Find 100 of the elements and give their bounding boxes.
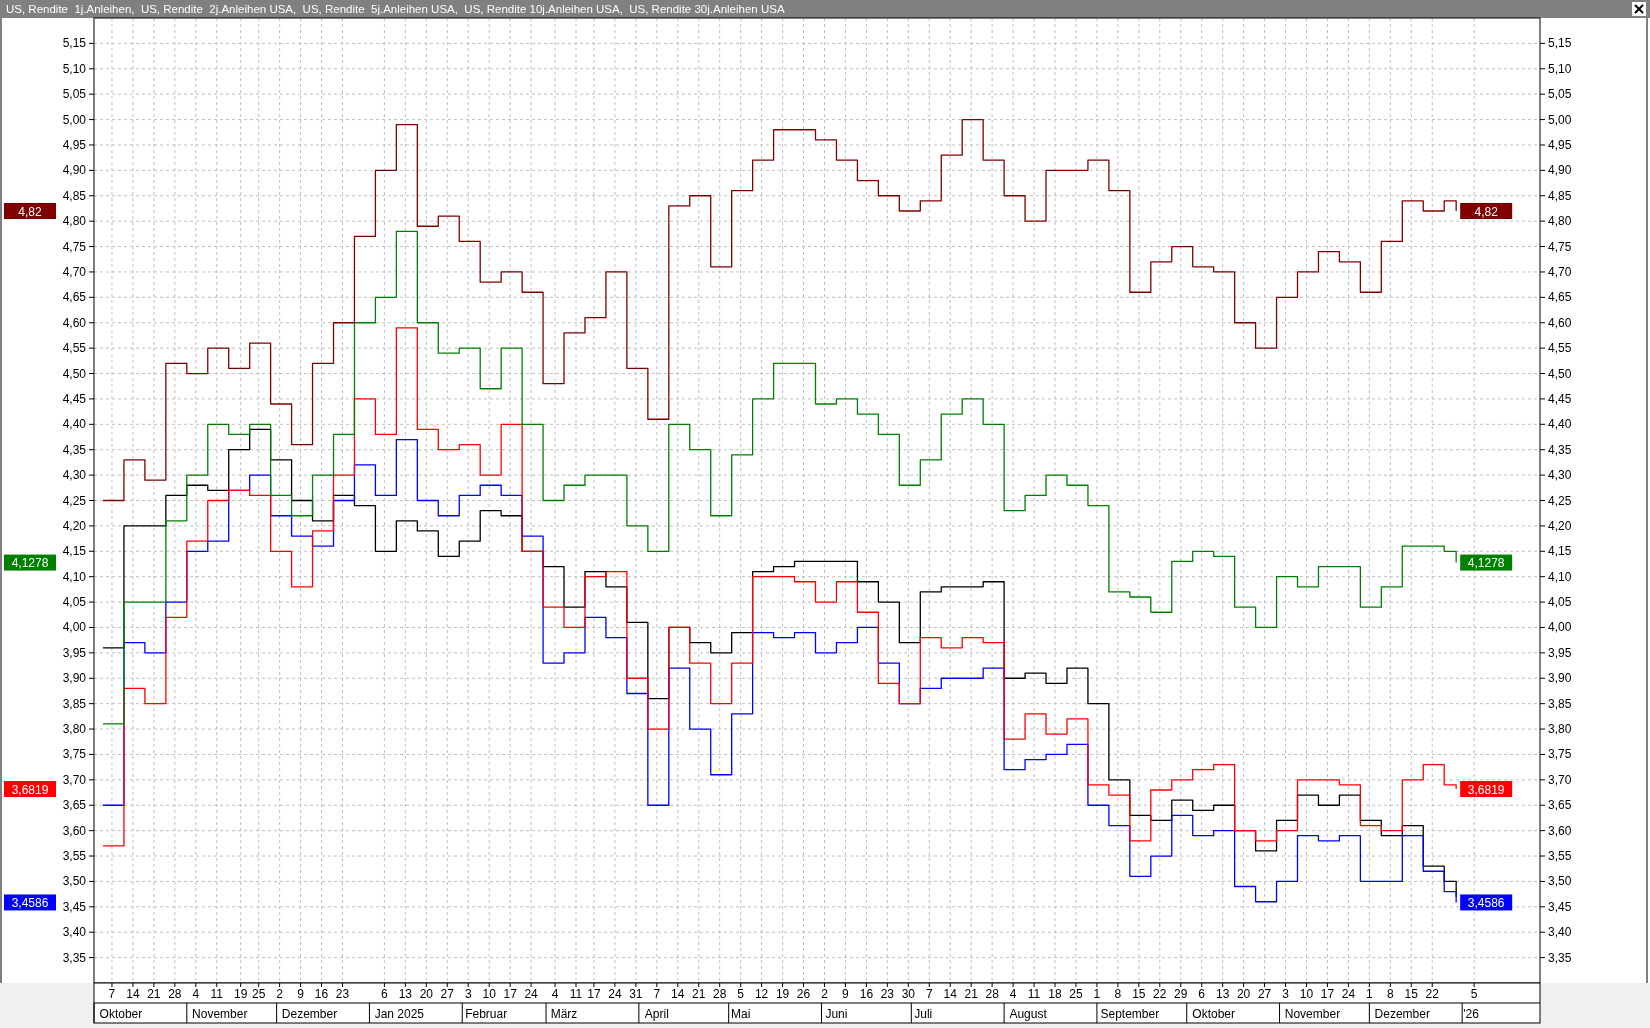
x-tick-label: 24 (1341, 987, 1356, 1001)
x-tick-label: 14 (126, 987, 140, 1001)
y-tick-label: 4,70 (62, 264, 87, 279)
x2-tick-label: Juni (825, 1007, 848, 1021)
y-tick-label: 5,15 (62, 36, 87, 51)
y2-tick-label: 4,25 (1548, 493, 1572, 508)
y2-tick-label: 4,60 (1548, 315, 1572, 330)
y2-tick-label: 4,85 (1548, 188, 1572, 203)
y2-tick-label: 4,70 (1548, 264, 1572, 279)
x2-tick-label: April (644, 1007, 669, 1021)
x-tick-label: 11 (569, 987, 583, 1001)
x-tick-label: 10 (482, 987, 497, 1001)
x2-tick-label: Juli (914, 1007, 933, 1021)
y2-tick-label: 4,90 (1548, 163, 1572, 178)
x-tick-label: 26 (796, 987, 811, 1001)
x-tick-label: 2 (821, 987, 829, 1001)
x-tick-label: 4 (1009, 987, 1017, 1001)
data-label: 3,4586 (1467, 895, 1505, 910)
x-tick-label: 24 (608, 987, 622, 1001)
y2-tick-label: 5,15 (1548, 36, 1572, 51)
data-label: 4,1278 (1467, 556, 1505, 571)
y2-tick-label: 4,40 (1548, 417, 1572, 432)
x-tick-label: 8 (1386, 987, 1394, 1001)
x-tick-label: 20 (419, 987, 434, 1001)
y-tick-label: 3,85 (62, 696, 87, 711)
y2-tick-label: 4,50 (1548, 366, 1572, 381)
y-tick-label: 5,00 (62, 112, 87, 127)
x-tick-label: 2 (276, 987, 284, 1001)
x2-tick-label: November (1284, 1007, 1341, 1021)
y2-tick-label: 4,10 (1548, 569, 1572, 584)
x-tick-label: 7 (108, 987, 116, 1001)
x-tick-label: 16 (314, 987, 329, 1001)
x2-tick-label: August (1009, 1007, 1048, 1021)
y-tick-label: 4,75 (62, 239, 87, 254)
x-tick-label: 14 (671, 987, 685, 1001)
x-tick-label: 28 (168, 987, 182, 1001)
x-tick-label: 22 (1425, 987, 1440, 1001)
x-tick-label: 17 (503, 987, 518, 1001)
x-tick-label: 27 (440, 987, 455, 1001)
x-tick-label: 19 (234, 987, 248, 1001)
x-tick-label: 27 (1257, 987, 1272, 1001)
x2-tick-label: Oktober (1192, 1007, 1236, 1021)
x-tick-label: 1 (1093, 987, 1101, 1001)
x-tick-label: 14 (943, 987, 958, 1001)
x-tick-label: 20 (1236, 987, 1251, 1001)
y-tick-label: 4,50 (62, 366, 87, 381)
y-tick-label: 4,35 (62, 442, 87, 457)
y-tick-label: 3,95 (62, 645, 87, 660)
x-tick-label: 3 (1282, 987, 1290, 1001)
text: 4,1278 (11, 556, 49, 571)
y2-tick-label: 4,05 (1548, 595, 1572, 610)
x-tick-label: 6 (381, 987, 389, 1001)
text: 3,4586 (11, 895, 49, 910)
x-tick-label: 6 (1198, 987, 1206, 1001)
y-tick-label: 4,45 (62, 391, 87, 406)
x-tick-label: 24 (524, 987, 539, 1001)
x-tick-label: 23 (335, 987, 350, 1001)
x2-tick-label: Jan 2025 (374, 1007, 425, 1021)
x2-tick-label: Dezember (1374, 1007, 1430, 1021)
y2-tick-label: 3,60 (1548, 823, 1572, 838)
y2-tick-label: 3,75 (1548, 747, 1572, 762)
x-tick-label: 25 (1069, 987, 1083, 1001)
y-tick-label: 4,10 (62, 569, 87, 584)
y2-tick-label: 4,65 (1548, 290, 1572, 305)
y-tick-label: 3,40 (62, 925, 87, 940)
x-tick-label: 19 (775, 987, 790, 1001)
x-tick-label: 9 (842, 987, 850, 1001)
x-tick-label: 23 (880, 987, 895, 1001)
y2-tick-label: 5,05 (1548, 87, 1572, 102)
x-tick-label: 15 (1404, 987, 1419, 1001)
x-tick-label: 13 (398, 987, 413, 1001)
y2-tick-label: 4,55 (1548, 341, 1572, 356)
x-tick-label: 5 (737, 987, 745, 1001)
x-tick-label: 28 (985, 987, 1000, 1001)
y-tick-label: 4,20 (62, 518, 87, 533)
x-tick-label: 28 (713, 987, 727, 1001)
y-tick-label: 4,55 (62, 341, 87, 356)
y-tick-label: 3,60 (62, 823, 87, 838)
y2-tick-label: 3,40 (1548, 925, 1572, 940)
y-tick-label: 4,30 (62, 468, 87, 483)
y-tick-label: 5,05 (62, 87, 87, 102)
x2-tick-label: November (192, 1007, 248, 1021)
x-tick-label: 9 (297, 987, 305, 1001)
y2-tick-label: 3,70 (1548, 772, 1572, 787)
x-tick-label: 17 (587, 987, 601, 1001)
y2-tick-label: 3,95 (1548, 645, 1572, 660)
x-tick-label: 11 (1027, 987, 1041, 1001)
y-tick-label: 3,75 (62, 747, 87, 762)
x2-tick-label: März (550, 1007, 578, 1021)
y2-tick-label: 4,30 (1548, 468, 1572, 483)
x-tick-label: 4 (192, 987, 200, 1001)
y-tick-label: 4,00 (62, 620, 87, 635)
y-tick-label: 4,60 (62, 315, 87, 330)
y-tick-label: 3,45 (62, 899, 87, 914)
x-tick-label: 22 (1153, 987, 1167, 1001)
x-tick-label: 25 (251, 987, 266, 1001)
x-tick-label: 5 (1470, 987, 1478, 1001)
data-label: 4,82 (1474, 204, 1499, 219)
y-tick-label: 3,80 (62, 722, 87, 737)
x2-tick-label: September (1100, 1007, 1160, 1021)
